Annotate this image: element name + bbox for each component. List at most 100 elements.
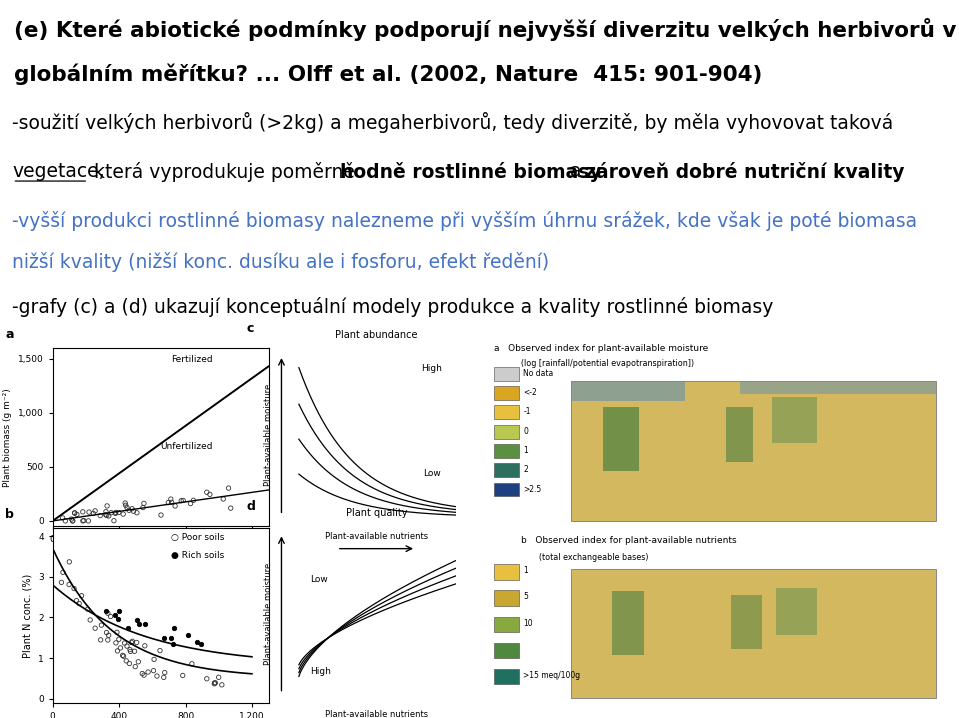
- Point: [138, 619, 153, 630]
- Text: Low: Low: [423, 469, 441, 477]
- Point: [137, 640, 152, 651]
- Point: [115, 650, 130, 661]
- Text: >2.5: >2.5: [524, 485, 542, 493]
- Point: [87, 505, 103, 517]
- Point: [103, 611, 118, 623]
- Point: [67, 507, 82, 518]
- Text: -soužití velkých herbivorů (>2kg) a megaherbivorů, tedy diverzitě, by měla vyhov: -soužití velkých herbivorů (>2kg) a mega…: [12, 112, 894, 133]
- Point: [69, 509, 84, 521]
- Text: b   Observed index for plant-available nutrients: b Observed index for plant-available nut…: [521, 536, 737, 545]
- Point: [81, 515, 96, 526]
- Point: [100, 500, 115, 512]
- Point: [87, 623, 103, 634]
- Point: [75, 515, 90, 526]
- Text: High: High: [421, 363, 442, 373]
- Point: [72, 598, 87, 610]
- Point: [135, 502, 151, 513]
- Text: 0: 0: [524, 426, 528, 436]
- Point: [93, 510, 108, 521]
- Point: [129, 614, 145, 625]
- Point: [136, 498, 152, 509]
- Bar: [726, 406, 754, 462]
- Point: [55, 512, 70, 523]
- Point: [85, 508, 101, 519]
- Bar: [494, 643, 519, 658]
- Point: [150, 671, 165, 682]
- Point: [160, 497, 175, 508]
- Text: d: d: [246, 500, 255, 513]
- Point: [175, 670, 191, 681]
- Point: [128, 661, 143, 672]
- Point: [136, 669, 152, 681]
- Point: [99, 510, 114, 521]
- Text: Low: Low: [310, 575, 328, 584]
- Point: [116, 651, 131, 662]
- Point: [122, 658, 137, 669]
- Bar: [776, 588, 817, 635]
- Point: [190, 636, 205, 648]
- Point: [199, 673, 215, 684]
- Point: [223, 503, 239, 514]
- Point: [65, 515, 81, 526]
- Point: [124, 637, 139, 648]
- Point: [111, 507, 127, 518]
- Point: [104, 507, 119, 518]
- Point: [206, 678, 222, 689]
- Point: [183, 498, 199, 509]
- Text: -grafy (c) a (d) ukazují konceptuální modely produkce a kvality rostlinné biomas: -grafy (c) a (d) ukazují konceptuální mo…: [12, 297, 774, 317]
- Point: [122, 505, 137, 516]
- Text: -vyšší produkci rostlinné biomasy nalezneme při vyšším úhrnu srážek, kde však je: -vyšší produkci rostlinné biomasy nalezn…: [12, 211, 918, 231]
- Point: [107, 508, 123, 519]
- Point: [127, 645, 142, 657]
- Point: [216, 493, 231, 505]
- Point: [101, 607, 116, 619]
- Bar: [771, 398, 817, 444]
- Bar: [494, 590, 519, 606]
- Point: [56, 567, 71, 578]
- Point: [207, 677, 222, 689]
- Point: [99, 627, 114, 638]
- Text: 1: 1: [524, 567, 528, 575]
- Point: [186, 495, 201, 506]
- Point: [108, 637, 124, 648]
- Text: která vyprodukuje poměrně: která vyprodukuje poměrně: [88, 162, 362, 182]
- Point: [184, 658, 199, 670]
- Text: 5: 5: [524, 592, 528, 602]
- Point: [120, 623, 135, 634]
- Text: >15 meq/100g: >15 meq/100g: [524, 671, 580, 680]
- Point: [67, 508, 82, 519]
- Text: Plant-available moisture: Plant-available moisture: [265, 384, 273, 486]
- Point: [211, 671, 226, 683]
- Bar: [603, 406, 640, 471]
- Point: [75, 506, 90, 518]
- Text: vegetace,: vegetace,: [12, 162, 105, 181]
- X-axis label: Rainfall (mm yr⁻¹): Rainfall (mm yr⁻¹): [117, 550, 204, 560]
- Text: (total exchangeable bases): (total exchangeable bases): [539, 553, 648, 561]
- Bar: [572, 381, 685, 401]
- Point: [117, 638, 132, 649]
- Point: [108, 507, 124, 518]
- Point: [111, 605, 127, 616]
- Point: [74, 590, 89, 602]
- Point: [125, 503, 140, 514]
- Point: [113, 642, 129, 653]
- Point: [146, 665, 161, 676]
- Text: ○ Poor soils: ○ Poor soils: [172, 533, 224, 542]
- Y-axis label: Plant N conc. (%): Plant N conc. (%): [22, 573, 33, 658]
- Point: [163, 493, 178, 505]
- Text: c: c: [246, 322, 254, 335]
- Point: [221, 482, 236, 494]
- Point: [109, 627, 125, 638]
- Point: [94, 620, 109, 631]
- Text: ● Rich soils: ● Rich soils: [172, 551, 224, 560]
- Point: [157, 667, 173, 679]
- Point: [126, 505, 141, 517]
- Point: [101, 630, 116, 641]
- Bar: [494, 425, 519, 439]
- Text: (log [rainfall/potential evapotranspiration]): (log [rainfall/potential evapotranspirat…: [521, 359, 694, 368]
- Text: zároveň dobré nutriční kvality: zároveň dobré nutriční kvality: [585, 162, 904, 182]
- Bar: [494, 406, 519, 419]
- Point: [118, 500, 133, 511]
- Point: [82, 506, 97, 518]
- Point: [101, 510, 116, 522]
